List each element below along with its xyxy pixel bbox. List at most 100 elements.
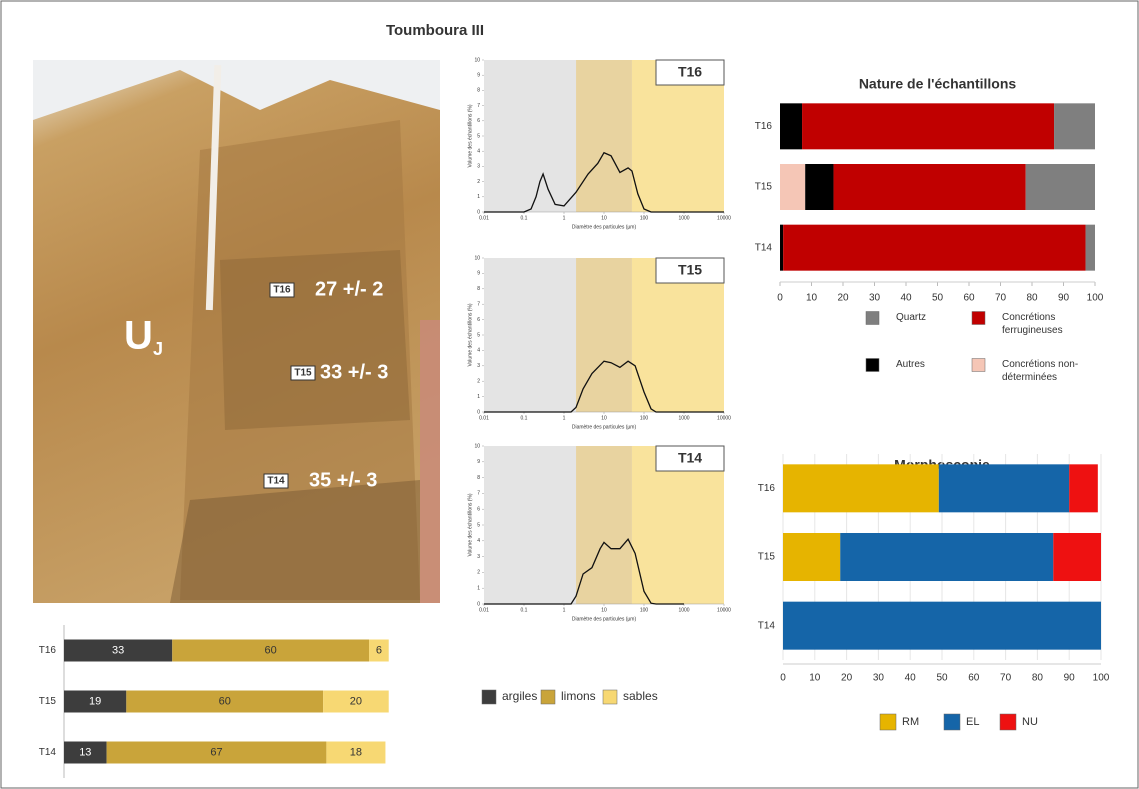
bar-segment: [783, 533, 841, 581]
sample-age: 33 +/- 3: [320, 361, 388, 383]
data-label: 13: [79, 746, 91, 758]
legend-swatch: [943, 713, 961, 731]
legend-label: RM: [902, 716, 919, 728]
y-tick-label: T15: [755, 182, 773, 193]
y-tick-label: 8: [477, 286, 480, 292]
curve: [484, 538, 684, 605]
unit-subscript: J: [153, 339, 163, 359]
y-tick-label: 10: [474, 255, 480, 261]
x-tick-label: 50: [936, 673, 948, 684]
title-box: [655, 445, 725, 472]
bar-segment: [64, 639, 173, 662]
bar-segment: [369, 639, 389, 662]
legend-label: limons: [561, 689, 596, 703]
y-axis-label: Volume des échantillons (%): [467, 493, 473, 556]
data-label: 67: [210, 746, 222, 758]
x-tick-label: 60: [963, 293, 975, 304]
y-tick-label: 0: [477, 409, 480, 415]
legend-swatch: [540, 689, 556, 705]
chart-title: Nature de l'échantillons: [859, 76, 1017, 92]
y-axis-label: Volume des échantillons (%): [467, 303, 473, 366]
x-tick-label: 30: [869, 293, 881, 304]
size-band: [631, 446, 724, 604]
chart-title: T14: [678, 450, 702, 466]
x-tick-label: 10000: [717, 215, 731, 221]
data-label: 60: [219, 695, 231, 707]
x-tick-label: 0.1: [521, 215, 528, 221]
y-tick-label: 9: [477, 271, 480, 277]
x-tick-label: 10: [806, 293, 818, 304]
legend-swatch: [865, 311, 880, 325]
bar-segment: [126, 690, 324, 713]
legend-swatch: [602, 689, 618, 705]
y-tick-label: T16: [758, 483, 776, 494]
y-axis-label: Volume des échantillons (%): [467, 104, 473, 167]
y-tick-label: T15: [758, 552, 776, 563]
bar-segment: [938, 464, 1070, 513]
data-label: 33: [112, 644, 124, 656]
y-tick-label: 2: [477, 179, 480, 185]
chart-title: T15: [678, 262, 702, 278]
legend-label: Quartz: [896, 312, 927, 323]
x-tick-label: 100: [640, 415, 649, 421]
y-tick-label: T14: [39, 747, 57, 758]
size-band: [484, 60, 577, 212]
sample-tag: [269, 282, 295, 298]
legend-swatch: [879, 713, 897, 731]
y-tick-label: T16: [39, 645, 57, 656]
size-band: [576, 60, 632, 212]
bar-segment: [780, 164, 806, 210]
y-tick-label: 3: [477, 363, 480, 369]
y-tick-label: 0: [477, 209, 480, 215]
chart-title: T16: [678, 64, 702, 80]
bar-segment: [833, 164, 1026, 210]
bar-segment: [802, 103, 1055, 150]
bar-segment: [172, 639, 370, 662]
x-tick-label: 20: [841, 673, 853, 684]
data-label: 19: [89, 695, 101, 707]
x-tick-label: 10: [601, 607, 607, 613]
x-tick-label: 1: [563, 415, 566, 421]
title-box: [655, 257, 725, 284]
size-band: [576, 446, 632, 604]
y-tick-label: 0: [477, 601, 480, 607]
x-tick-label: 1000: [678, 415, 689, 421]
bar-segment: [1053, 533, 1101, 581]
bar-segment: [64, 690, 127, 713]
x-tick-label: 0.1: [521, 415, 528, 421]
bar-segment: [106, 741, 327, 764]
legend-label: EL: [966, 716, 979, 728]
y-tick-label: 2: [477, 379, 480, 385]
x-tick-label: 40: [900, 293, 912, 304]
x-tick-label: 20: [837, 293, 849, 304]
x-tick-label: 0.1: [521, 607, 528, 613]
bar-segment: [783, 224, 1086, 271]
sample-tag: [263, 473, 289, 489]
x-tick-label: 70: [1000, 673, 1012, 684]
x-tick-label: 80: [1026, 293, 1038, 304]
y-tick-label: 3: [477, 164, 480, 170]
x-tick-label: 60: [968, 673, 980, 684]
y-tick-label: T14: [755, 242, 773, 253]
y-tick-label: T15: [39, 696, 57, 707]
x-tick-label: 1: [563, 215, 566, 221]
y-tick-label: T14: [758, 620, 776, 631]
y-tick-label: 9: [477, 73, 480, 79]
y-tick-label: 10: [474, 443, 480, 449]
bar-segment: [64, 741, 107, 764]
y-tick-label: 8: [477, 88, 480, 94]
y-tick-label: 9: [477, 459, 480, 465]
legend-label: sables: [623, 689, 658, 703]
x-tick-label: 10: [809, 673, 821, 684]
bar-segment: [326, 741, 386, 764]
bar-segment: [1025, 164, 1095, 210]
y-tick-label: T16: [755, 121, 773, 132]
legend-label: argiles: [502, 689, 537, 703]
y-tick-label: 6: [477, 507, 480, 513]
y-tick-label: 7: [477, 491, 480, 497]
x-axis-label: Diamètre des particules (µm): [572, 224, 637, 230]
x-tick-label: 0.01: [479, 215, 489, 221]
figure-title: Toumboura III: [386, 22, 484, 39]
x-tick-label: 100: [1087, 293, 1104, 304]
